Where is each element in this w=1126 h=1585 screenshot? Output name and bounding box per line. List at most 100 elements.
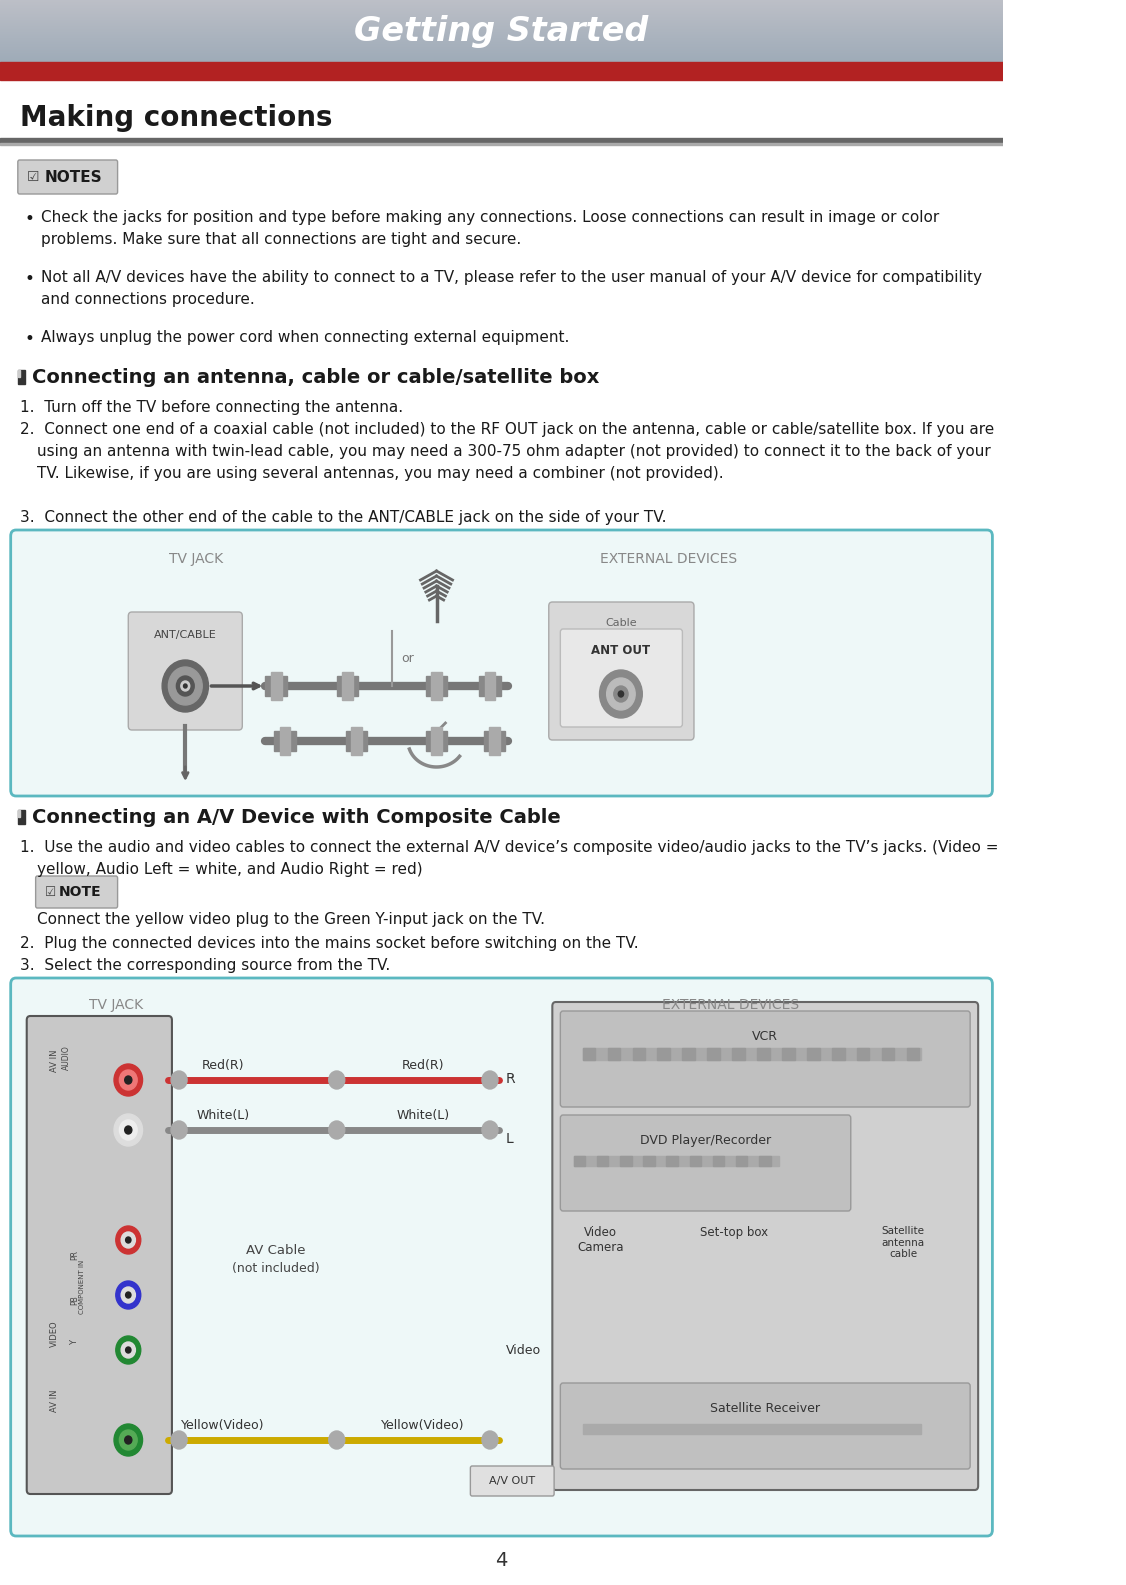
Circle shape <box>126 1236 131 1243</box>
Circle shape <box>599 670 642 718</box>
Text: Cable: Cable <box>605 618 636 628</box>
Text: 3.  Connect the other end of the cable to the ANT/CABLE jack on the side of your: 3. Connect the other end of the cable to… <box>19 510 671 525</box>
Circle shape <box>162 659 208 712</box>
Bar <box>0 62 1003 79</box>
Circle shape <box>171 1071 187 1089</box>
Bar <box>18 810 25 824</box>
Text: Y: Y <box>71 1339 79 1346</box>
Bar <box>757 1048 770 1060</box>
Text: Getting Started: Getting Started <box>355 14 649 48</box>
Text: 3.  Select the corresponding source from the TV.: 3. Select the corresponding source from … <box>19 957 395 973</box>
Bar <box>832 1048 844 1060</box>
Circle shape <box>618 691 624 697</box>
FancyBboxPatch shape <box>548 602 694 740</box>
Bar <box>658 1048 670 1060</box>
Circle shape <box>607 678 635 710</box>
FancyBboxPatch shape <box>561 629 682 728</box>
Bar <box>0 143 1003 144</box>
Text: ANT OUT: ANT OUT <box>591 644 651 658</box>
Text: NOTE: NOTE <box>59 884 101 899</box>
Bar <box>18 369 25 384</box>
Text: Set-top box: Set-top box <box>700 1227 768 1239</box>
Text: •: • <box>25 209 35 228</box>
Circle shape <box>171 1121 187 1140</box>
Bar <box>574 1155 778 1167</box>
Circle shape <box>122 1287 135 1303</box>
Text: •: • <box>25 330 35 349</box>
Text: VCR: VCR <box>752 1030 778 1043</box>
Circle shape <box>122 1232 135 1247</box>
Text: Satellite Receiver: Satellite Receiver <box>711 1403 820 1415</box>
Circle shape <box>482 1121 498 1140</box>
Text: AUDIO: AUDIO <box>62 1045 71 1070</box>
Bar <box>783 1048 795 1060</box>
Bar <box>480 675 501 696</box>
Bar <box>707 1048 720 1060</box>
FancyBboxPatch shape <box>561 1011 971 1106</box>
Text: Video
Camera: Video Camera <box>578 1227 624 1254</box>
Text: 2.  Connect one end of a coaxial cable (not included) to the RF OUT jack on the : 2. Connect one end of a coaxial cable (n… <box>19 422 994 437</box>
Text: AV IN: AV IN <box>50 1049 59 1073</box>
Circle shape <box>614 686 628 702</box>
Text: Not all A/V devices have the ability to connect to a TV, please refer to the use: Not all A/V devices have the ability to … <box>41 269 982 285</box>
Circle shape <box>125 1125 132 1133</box>
Text: Satellite
antenna
cable: Satellite antenna cable <box>882 1227 924 1258</box>
Circle shape <box>116 1281 141 1309</box>
FancyBboxPatch shape <box>18 160 117 193</box>
FancyBboxPatch shape <box>128 612 242 731</box>
Bar <box>689 1155 701 1167</box>
Text: 4: 4 <box>495 1550 508 1569</box>
Text: Red(R): Red(R) <box>402 1059 445 1071</box>
Circle shape <box>116 1227 141 1254</box>
Text: Yellow(Video): Yellow(Video) <box>181 1419 265 1431</box>
Bar <box>807 1048 820 1060</box>
Text: A/V OUT: A/V OUT <box>489 1476 535 1487</box>
Circle shape <box>171 1431 187 1449</box>
Circle shape <box>482 1431 498 1449</box>
Text: VIDEO: VIDEO <box>50 1320 59 1347</box>
Circle shape <box>177 675 194 696</box>
Bar <box>906 1048 919 1060</box>
Circle shape <box>119 1121 137 1140</box>
Text: 1.  Use the audio and video cables to connect the external A/V device’s composit: 1. Use the audio and video cables to con… <box>19 840 998 854</box>
Bar <box>18 810 20 816</box>
Bar <box>431 728 441 754</box>
Circle shape <box>114 1423 143 1457</box>
Text: Always unplug the power cord when connecting external equipment.: Always unplug the power cord when connec… <box>41 330 570 346</box>
Text: Connect the yellow video plug to the Green Y-input jack on the TV.: Connect the yellow video plug to the Gre… <box>37 911 545 927</box>
FancyBboxPatch shape <box>561 1114 851 1211</box>
Bar <box>759 1155 770 1167</box>
Bar <box>597 1155 608 1167</box>
Bar <box>667 1155 678 1167</box>
FancyBboxPatch shape <box>561 1384 971 1469</box>
Circle shape <box>482 1071 498 1089</box>
Text: White(L): White(L) <box>396 1110 449 1122</box>
Bar <box>275 731 296 751</box>
Circle shape <box>119 1430 137 1450</box>
Circle shape <box>184 685 187 688</box>
Bar <box>279 728 291 754</box>
Text: White(L): White(L) <box>196 1110 249 1122</box>
Text: Connecting an A/V Device with Composite Cable: Connecting an A/V Device with Composite … <box>32 808 561 827</box>
Text: DVD Player/Recorder: DVD Player/Recorder <box>640 1133 771 1148</box>
Circle shape <box>116 1336 141 1365</box>
Bar <box>266 675 287 696</box>
Circle shape <box>329 1121 345 1140</box>
Bar <box>633 1048 645 1060</box>
Text: TV JACK: TV JACK <box>169 552 223 566</box>
Text: or: or <box>401 651 413 664</box>
Circle shape <box>114 1114 143 1146</box>
Circle shape <box>329 1431 345 1449</box>
Text: yellow, Audio Left = white, and Audio Right = red): yellow, Audio Left = white, and Audio Ri… <box>37 862 423 877</box>
Text: problems. Make sure that all connections are tight and secure.: problems. Make sure that all connections… <box>41 231 521 247</box>
Circle shape <box>122 1342 135 1358</box>
Text: Red(R): Red(R) <box>202 1059 244 1071</box>
Text: Making connections: Making connections <box>19 105 332 132</box>
Text: R: R <box>506 1071 516 1086</box>
Circle shape <box>169 667 203 705</box>
Bar <box>18 369 20 377</box>
Text: EXTERNAL DEVICES: EXTERNAL DEVICES <box>662 999 799 1011</box>
Text: Connecting an antenna, cable or cable/satellite box: Connecting an antenna, cable or cable/sa… <box>32 368 599 387</box>
Bar <box>337 675 358 696</box>
Circle shape <box>125 1436 132 1444</box>
